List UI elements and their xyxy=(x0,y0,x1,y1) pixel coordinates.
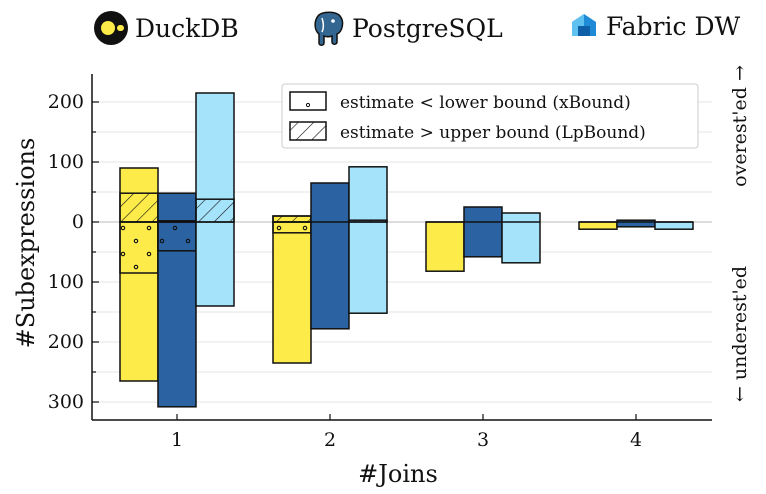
y-tick-label: 200 xyxy=(48,91,84,113)
bar-duckdb xyxy=(272,215,312,364)
bars xyxy=(119,92,694,408)
y-tick-label: 100 xyxy=(48,151,84,173)
y-tick-label: 100 xyxy=(48,271,84,293)
legend-label-postgres: PostgreSQL xyxy=(352,13,503,43)
lower-bound-swatch xyxy=(289,91,327,111)
duckdb-logo-icon xyxy=(94,11,128,45)
bar-fabric-dw xyxy=(654,221,694,230)
y-tick-label: 0 xyxy=(72,211,84,233)
postgresql-elephant-icon xyxy=(314,11,344,46)
fabric-dw-icon xyxy=(572,14,596,36)
x-tick-label: 4 xyxy=(630,429,642,451)
bar-postgresql xyxy=(310,182,350,330)
x-tick-label: 1 xyxy=(171,429,183,451)
legend-label-duckdb: DuckDB xyxy=(135,13,239,43)
bar-upper-bound-overlay xyxy=(195,198,235,223)
x-tick-label: 2 xyxy=(324,429,336,451)
axes: 200 100 0 100 200 300 1 2 3 4 xyxy=(48,74,712,451)
bar-upper-bound-overlay xyxy=(272,215,312,223)
inner-legend-lower-label: estimate < lower bound (xBound) xyxy=(340,93,631,113)
upper-bound-swatch xyxy=(289,121,327,141)
x-axis-title: #Joins xyxy=(358,460,438,488)
top-legend: DuckDB PostgreSQL Fabric DW xyxy=(0,6,766,46)
bar-duckdb xyxy=(578,221,618,230)
y-tick-label: 200 xyxy=(48,331,84,353)
bar-postgresql xyxy=(463,206,503,258)
inner-legend-upper-label: estimate > upper bound (LpBound) xyxy=(340,123,646,143)
bar-fabric-dw xyxy=(348,166,388,314)
bar-lower-bound-overlay xyxy=(119,221,159,274)
bar-fabric-dw xyxy=(501,212,541,264)
legend-label-fabric: Fabric DW xyxy=(606,11,741,41)
underestimated-label: ← underest'ed xyxy=(729,266,751,402)
x-tick-label: 3 xyxy=(477,429,489,451)
bar-duckdb xyxy=(425,221,465,272)
lower-bound-swatch-dot xyxy=(305,102,311,108)
bar-postgresql xyxy=(616,219,656,228)
bar-lower-bound-overlay xyxy=(272,221,312,234)
y-tick-label: 300 xyxy=(48,391,84,413)
bar-upper-bound-overlay xyxy=(119,192,159,223)
legend-item-fabric: Fabric DW xyxy=(568,10,740,42)
inner-legend: estimate < lower bound (xBound) estimate… xyxy=(281,83,699,149)
bar-lower-bound-overlay xyxy=(157,221,197,252)
overestimated-label: overest'ed → xyxy=(729,65,751,187)
legend-item-postgres: PostgreSQL xyxy=(312,10,503,46)
inner-legend-frame xyxy=(281,83,699,149)
legend-item-duckdb: DuckDB xyxy=(93,10,239,46)
y-axis-title: #Subexpressions xyxy=(12,138,40,349)
